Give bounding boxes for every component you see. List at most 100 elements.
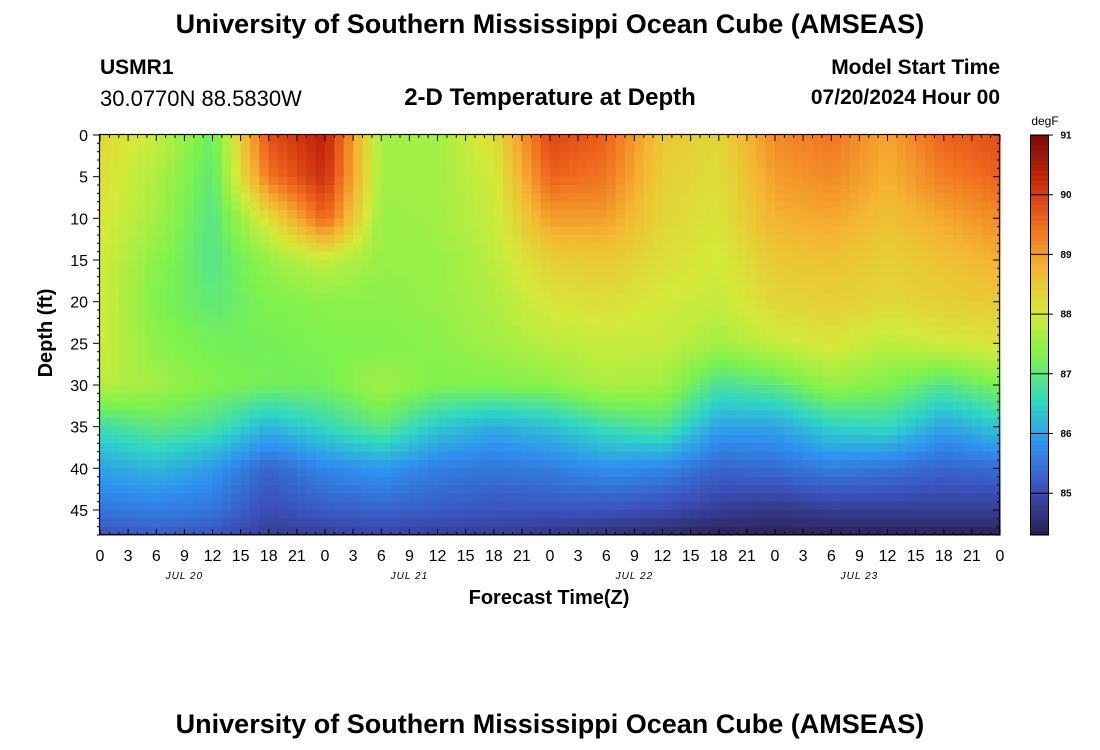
heatmap-cell <box>390 351 401 361</box>
heatmap-cell <box>446 326 457 336</box>
heatmap-cell <box>146 501 157 511</box>
heatmap-cell <box>259 476 270 486</box>
heatmap-cell <box>803 526 814 536</box>
colorbar-segment <box>1030 435 1049 441</box>
heatmap-cell <box>915 301 926 311</box>
heatmap-cell <box>671 260 682 269</box>
heatmap-cell <box>840 468 851 478</box>
heatmap-cell <box>315 176 326 186</box>
heatmap-cell <box>737 493 748 503</box>
heatmap-cell <box>718 426 729 436</box>
heatmap-cell <box>184 260 195 269</box>
heatmap-cell <box>315 160 326 169</box>
heatmap-cell <box>390 301 401 311</box>
heatmap-cell <box>981 385 992 394</box>
heatmap-cell <box>746 476 757 486</box>
heatmap-cell <box>971 276 982 286</box>
heatmap-cell <box>203 493 214 503</box>
heatmap-cell <box>353 160 364 169</box>
heatmap-cell <box>784 451 795 461</box>
heatmap-cell <box>400 235 410 244</box>
heatmap-cell <box>756 343 767 353</box>
heatmap-cell <box>343 210 354 219</box>
heatmap-cell <box>203 526 214 536</box>
heatmap-cell <box>446 268 457 278</box>
heatmap-cell <box>934 426 945 436</box>
heatmap-cell <box>428 210 439 219</box>
heatmap-cell <box>681 426 692 436</box>
heatmap-cell <box>221 368 232 378</box>
colorbar-segment <box>1030 400 1049 406</box>
heatmap-cell <box>315 351 326 361</box>
heatmap-cell <box>456 268 467 278</box>
heatmap-cell <box>681 285 692 294</box>
heatmap-cell <box>175 368 185 378</box>
heatmap-cell <box>718 235 729 244</box>
heatmap-cell <box>137 168 148 178</box>
heatmap-cell <box>475 168 485 178</box>
heatmap-cell <box>887 160 898 169</box>
heatmap-cell <box>681 260 692 269</box>
heatmap-cell <box>193 226 204 236</box>
heatmap-cell <box>128 368 139 378</box>
heatmap-cell <box>746 276 757 286</box>
heatmap-cell <box>409 285 420 294</box>
colorbar-segment <box>1030 415 1049 421</box>
heatmap-cell <box>381 376 392 386</box>
heatmap-cell <box>193 201 204 211</box>
heatmap-cell <box>362 418 373 428</box>
heatmap-cell <box>906 510 917 519</box>
heatmap-cell <box>231 435 242 444</box>
heatmap-cell <box>943 285 954 294</box>
heatmap-cell <box>512 151 523 161</box>
heatmap-cell <box>709 460 720 469</box>
heatmap-cell <box>109 293 120 303</box>
heatmap-cell <box>268 293 279 303</box>
heatmap-cell <box>512 226 523 236</box>
heatmap-cell <box>250 460 260 469</box>
heatmap-cell <box>371 318 382 328</box>
heatmap-cell <box>156 243 167 253</box>
heatmap-cell <box>878 368 889 378</box>
heatmap-cell <box>240 368 251 378</box>
heatmap-cell <box>709 360 720 369</box>
heatmap-cell <box>268 410 279 419</box>
heatmap-cell <box>859 451 870 461</box>
heatmap-cell <box>746 460 757 469</box>
heatmap-cell <box>484 193 495 203</box>
heatmap-cell <box>793 268 804 278</box>
heatmap-cell <box>184 218 195 228</box>
heatmap-cell <box>578 410 589 419</box>
heatmap-cell <box>915 318 926 328</box>
heatmap-cell <box>371 376 382 386</box>
heatmap-cell <box>578 143 589 153</box>
heatmap-cell <box>146 418 157 428</box>
heatmap-cell <box>746 193 757 203</box>
heatmap-cell <box>503 260 514 269</box>
heatmap-cell <box>221 293 232 303</box>
heatmap-cell <box>353 251 364 261</box>
heatmap-cell <box>990 185 1001 194</box>
heatmap-cell <box>718 385 729 394</box>
heatmap-cell <box>362 435 373 444</box>
heatmap-cell <box>709 335 720 344</box>
heatmap-cell <box>896 343 907 353</box>
heatmap-cell <box>578 343 589 353</box>
heatmap-cell <box>671 235 682 244</box>
heatmap-cell <box>512 135 523 144</box>
heatmap-cell <box>962 343 973 353</box>
heatmap-cell <box>156 293 167 303</box>
heatmap-cell <box>878 501 889 511</box>
heatmap-cell <box>137 218 148 228</box>
heatmap-cell <box>662 460 673 469</box>
heatmap-cell <box>221 210 232 219</box>
heatmap-cell <box>296 201 307 211</box>
x-tick-label: 15 <box>682 548 700 565</box>
heatmap-cell <box>821 451 832 461</box>
heatmap-cell <box>943 460 954 469</box>
heatmap-cell <box>793 368 804 378</box>
heatmap-cell <box>231 493 242 503</box>
heatmap-cell <box>634 251 645 261</box>
heatmap-cell <box>250 285 260 294</box>
heatmap-cell <box>212 260 223 269</box>
